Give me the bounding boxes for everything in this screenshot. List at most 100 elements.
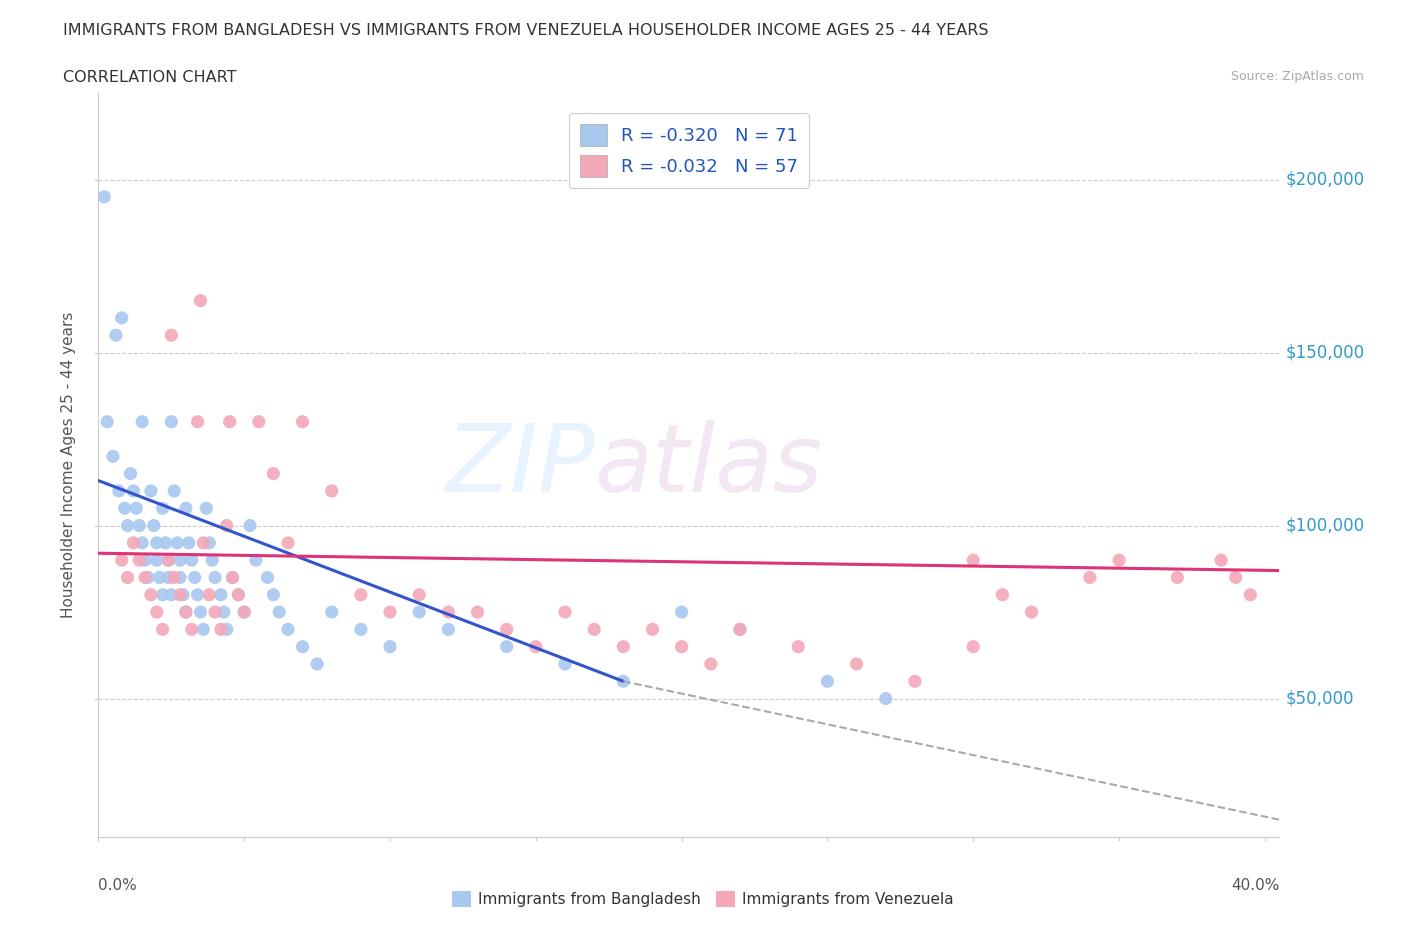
Point [104, 327, 127, 342]
Text: IMMIGRANTS FROM BANGLADESH VS IMMIGRANTS FROM VENEZUELA HOUSEHOLDER INCOME AGES : IMMIGRANTS FROM BANGLADESH VS IMMIGRANTS… [63, 23, 988, 38]
Point [256, 570, 278, 585]
Point [583, 622, 606, 637]
Point [152, 501, 174, 516]
Point [228, 588, 250, 603]
Point [321, 604, 343, 619]
Point [437, 604, 460, 619]
Point [875, 691, 897, 706]
Point [291, 414, 314, 429]
Point [193, 536, 215, 551]
Point [962, 639, 984, 654]
Point [174, 604, 197, 619]
Point [233, 604, 256, 619]
Point [700, 657, 723, 671]
Point [787, 639, 810, 654]
Point [221, 570, 243, 585]
Point [160, 414, 183, 429]
Text: 40.0%: 40.0% [1232, 878, 1279, 893]
Point [378, 604, 401, 619]
Point [904, 674, 927, 689]
Point [122, 484, 145, 498]
Point [93, 190, 115, 205]
Point [962, 552, 984, 567]
Point [125, 501, 148, 516]
Point [495, 622, 517, 637]
Text: ZIP: ZIP [444, 419, 595, 511]
Point [187, 588, 209, 603]
Point [467, 604, 489, 619]
Point [612, 639, 634, 654]
Point [671, 639, 693, 654]
Point [262, 588, 284, 603]
Point [160, 327, 183, 342]
Point [190, 604, 212, 619]
Point [190, 293, 212, 308]
Point [1239, 588, 1261, 603]
Text: $200,000: $200,000 [1285, 170, 1364, 189]
Point [114, 501, 136, 516]
Point [204, 570, 226, 585]
Point [245, 552, 267, 567]
Point [495, 639, 517, 654]
Point [163, 484, 186, 498]
Point [122, 536, 145, 551]
Point [728, 622, 751, 637]
Point [163, 570, 186, 585]
Point [174, 604, 197, 619]
Point [169, 588, 191, 603]
Point [215, 518, 238, 533]
Point [209, 588, 232, 603]
Point [180, 622, 202, 637]
Point [172, 588, 194, 603]
Point [408, 588, 430, 603]
Point [111, 552, 134, 567]
Point [180, 552, 202, 567]
Point [157, 570, 180, 585]
Legend: R = -0.320   N = 71, R = -0.032   N = 57: R = -0.320 N = 71, R = -0.032 N = 57 [569, 113, 808, 188]
Point [378, 639, 401, 654]
Point [157, 552, 180, 567]
Point [157, 552, 180, 567]
Point [228, 588, 250, 603]
Point [145, 604, 167, 619]
Point [233, 604, 256, 619]
Point [152, 622, 174, 637]
Point [991, 588, 1014, 603]
Point [728, 622, 751, 637]
Point [291, 639, 314, 654]
Point [152, 588, 174, 603]
Point [1021, 604, 1043, 619]
Point [408, 604, 430, 619]
Point [350, 588, 373, 603]
Point [149, 570, 172, 585]
Point [817, 674, 839, 689]
Point [145, 536, 167, 551]
Point [131, 414, 153, 429]
Point [169, 552, 191, 567]
Point [215, 622, 238, 637]
Point [183, 570, 205, 585]
Point [193, 622, 215, 637]
Point [177, 536, 200, 551]
Point [671, 604, 693, 619]
Point [155, 536, 177, 551]
Point [1211, 552, 1233, 567]
Point [212, 604, 235, 619]
Point [117, 518, 139, 533]
Text: $50,000: $50,000 [1285, 689, 1354, 708]
Point [201, 552, 224, 567]
Point [221, 570, 243, 585]
Point [1225, 570, 1247, 585]
Point [120, 466, 142, 481]
Point [641, 622, 664, 637]
Point [101, 449, 124, 464]
Point [117, 570, 139, 585]
Text: 0.0%: 0.0% [98, 878, 138, 893]
Y-axis label: Householder Income Ages 25 - 44 years: Householder Income Ages 25 - 44 years [60, 312, 76, 618]
Point [108, 484, 131, 498]
Point [169, 570, 191, 585]
Point [845, 657, 868, 671]
Point [128, 518, 150, 533]
Point [134, 552, 156, 567]
Point [174, 501, 197, 516]
